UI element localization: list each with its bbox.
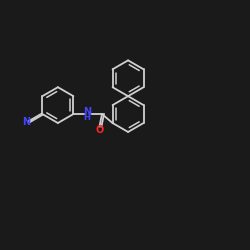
Text: O: O — [95, 125, 104, 135]
Text: N: N — [22, 117, 30, 127]
Text: H: H — [84, 113, 90, 122]
Text: N: N — [83, 107, 91, 117]
